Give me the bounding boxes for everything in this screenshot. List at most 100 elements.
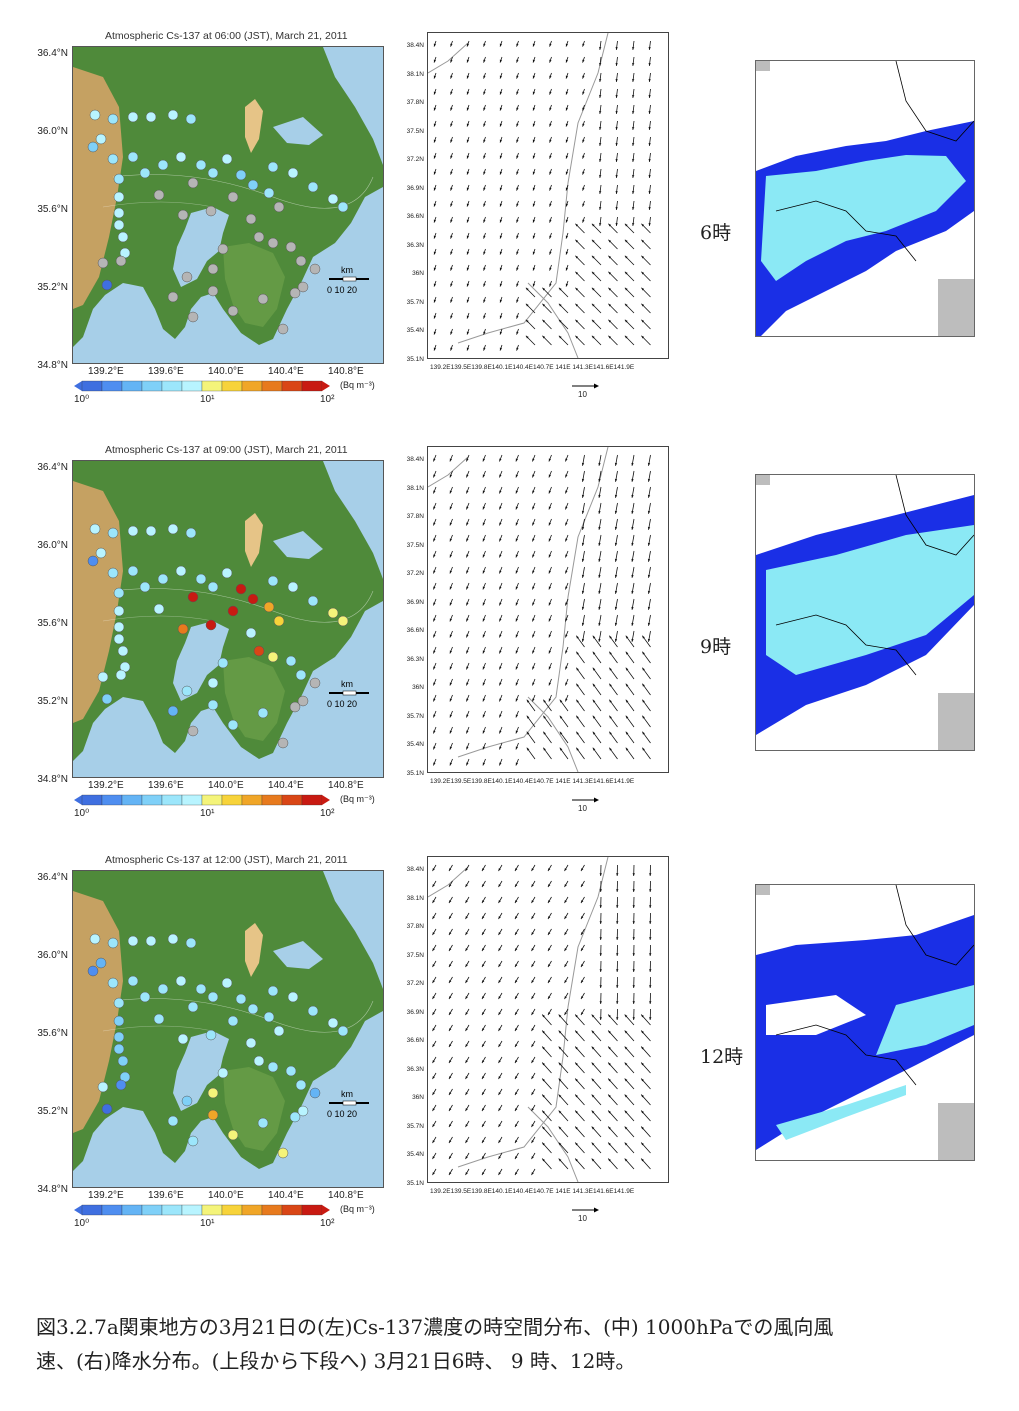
wind-lat-label: 36.3N <box>406 655 424 663</box>
monitoring-station <box>95 957 107 969</box>
wind-lon-axis: 139.2E139.5E139.8E140.1E140.4E140.7E 141… <box>430 364 635 371</box>
monitoring-station <box>181 685 193 697</box>
monitoring-station <box>227 605 239 617</box>
monitoring-station <box>177 209 189 221</box>
monitoring-station <box>167 291 179 303</box>
wind-vector-map <box>427 856 669 1183</box>
monitoring-station <box>185 937 197 949</box>
monitoring-station <box>273 615 285 627</box>
monitoring-station <box>127 525 139 537</box>
wind-lat-label: 35.1N <box>406 769 424 777</box>
wind-lon-axis: 139.2E139.5E139.8E140.1E140.4E140.7E 141… <box>430 1188 635 1195</box>
wind-lat-label: 37.8N <box>406 923 424 930</box>
monitoring-station <box>115 669 127 681</box>
lat-label: 36.0°N <box>37 540 68 551</box>
monitoring-station <box>273 1025 285 1037</box>
wind-lat-label: 38.1N <box>406 894 424 902</box>
lat-label: 34.8°N <box>37 360 68 371</box>
wind-lat-label: 35.4N <box>406 327 424 334</box>
monitoring-station <box>101 279 113 291</box>
monitoring-station <box>227 1129 239 1141</box>
wind-lat-label: 37.8N <box>406 99 424 106</box>
monitoring-station <box>309 1087 321 1099</box>
monitoring-station <box>295 669 307 681</box>
lat-label: 36.0°N <box>37 950 68 961</box>
hour-label: 9時 <box>700 636 732 658</box>
monitoring-station <box>87 555 99 567</box>
lon-label: 140.0°E <box>208 780 244 791</box>
monitoring-station <box>337 201 349 213</box>
precipitation-map <box>755 60 975 337</box>
svg-text:0 10 20: 0 10 20 <box>327 285 357 295</box>
rain-svg <box>756 885 974 1160</box>
monitoring-station <box>267 1061 279 1073</box>
lat-label: 35.6°N <box>37 618 68 629</box>
monitoring-station <box>139 581 151 593</box>
monitoring-station <box>175 565 187 577</box>
colorbar-mid-label: 10¹ <box>200 394 215 405</box>
monitoring-station <box>207 581 219 593</box>
monitoring-station <box>139 991 151 1003</box>
monitoring-station <box>221 977 233 989</box>
monitoring-station <box>277 323 289 335</box>
monitoring-station <box>235 169 247 181</box>
monitoring-station <box>245 1037 257 1049</box>
monitoring-station <box>157 573 169 585</box>
colorbar-unit: (Bq m⁻³) <box>340 1204 375 1214</box>
monitoring-station <box>177 1033 189 1045</box>
cs-map-svg: km 0 10 20 <box>73 47 383 363</box>
monitoring-station <box>115 255 127 267</box>
caption-line-1: 図3.2.7a関東地方の3月21日の(左)Cs-137濃度の時空間分布、(中) … <box>36 1315 834 1339</box>
monitoring-station <box>175 975 187 987</box>
monitoring-station <box>107 937 119 949</box>
svg-text:km: km <box>341 265 353 275</box>
wind-svg <box>428 33 651 358</box>
precipitation-map <box>755 474 975 751</box>
monitoring-station <box>113 1031 125 1043</box>
monitoring-station <box>127 111 139 123</box>
lon-label: 140.4°E <box>268 1190 304 1201</box>
monitoring-station <box>113 191 125 203</box>
cs-map-title: Atmospheric Cs-137 at 06:00 (JST), March… <box>105 30 348 42</box>
colorbar <box>74 380 330 392</box>
monitoring-station <box>167 1115 179 1127</box>
monitoring-station <box>113 605 125 617</box>
cs-map-svg: km 0 10 20 <box>73 461 383 777</box>
monitoring-station <box>289 1111 301 1123</box>
monitoring-station <box>117 645 129 657</box>
monitoring-station <box>113 1015 125 1027</box>
monitoring-station <box>285 655 297 667</box>
monitoring-station <box>127 565 139 577</box>
monitoring-station <box>307 181 319 193</box>
monitoring-station <box>309 677 321 689</box>
lat-label: 35.6°N <box>37 204 68 215</box>
monitoring-station <box>227 305 239 317</box>
monitoring-station <box>139 167 151 179</box>
cs-map-svg: km 0 10 20 <box>73 871 383 1187</box>
figure-caption: 図3.2.7a関東地方の3月21日の(左)Cs-137濃度の時空間分布、(中) … <box>36 1310 986 1378</box>
wind-reference-label: 10 <box>578 1214 587 1223</box>
wind-lat-label: 37.8N <box>406 513 424 520</box>
monitoring-station <box>157 983 169 995</box>
monitoring-station <box>253 1055 265 1067</box>
monitoring-station <box>253 231 265 243</box>
monitoring-station <box>167 933 179 945</box>
monitoring-station <box>235 993 247 1005</box>
monitoring-station <box>309 263 321 275</box>
monitoring-station <box>227 191 239 203</box>
lat-label: 36.4°N <box>37 48 68 59</box>
monitoring-station <box>195 159 207 171</box>
monitoring-station <box>113 621 125 633</box>
monitoring-station <box>175 151 187 163</box>
monitoring-station <box>107 153 119 165</box>
lat-label: 36.4°N <box>37 872 68 883</box>
monitoring-station <box>207 991 219 1003</box>
monitoring-station <box>167 109 179 121</box>
monitoring-station <box>245 627 257 639</box>
lon-label: 139.6°E <box>148 780 184 791</box>
monitoring-station <box>89 109 101 121</box>
cs-map-title: Atmospheric Cs-137 at 09:00 (JST), March… <box>105 444 348 456</box>
wind-lat-label: 36.3N <box>406 241 424 249</box>
monitoring-station <box>127 151 139 163</box>
monitoring-station <box>153 1013 165 1025</box>
